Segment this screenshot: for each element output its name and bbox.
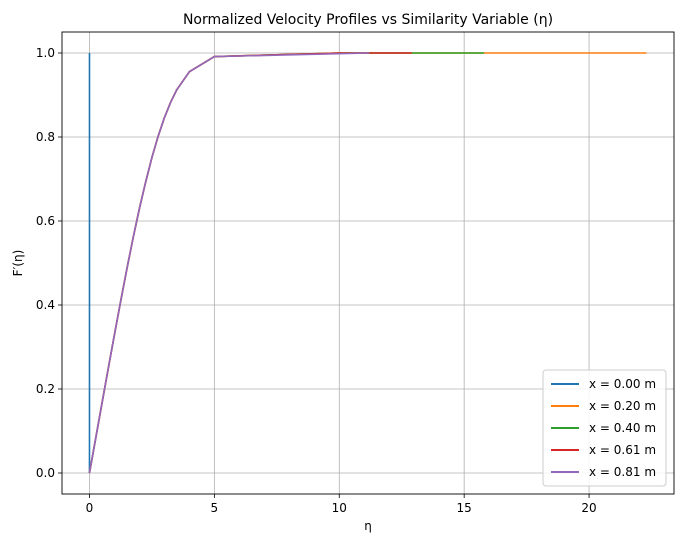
axis-ticks: 0 5 10 15 20 0.0 0.2 0.4 0.6 0.8 1.0 <box>36 46 597 515</box>
x-tick-label: 10 <box>332 501 347 515</box>
legend: x = 0.00 m x = 0.20 m x = 0.40 m x = 0.61 m… <box>542 369 667 487</box>
series-line-4 <box>88 52 370 474</box>
y-axis-label: F′(η) <box>11 250 25 277</box>
chart-title: Normalized Velocity Profiles vs Similari… <box>183 12 553 28</box>
y-tick-label: 0.0 <box>36 466 55 480</box>
y-tick-label: 0.6 <box>36 214 55 228</box>
legend-label: x = 0.20 m <box>589 399 656 413</box>
x-tick-label: 0 <box>86 501 94 515</box>
plot-frame <box>61 31 675 495</box>
y-tick-label: 0.4 <box>36 298 55 312</box>
y-tick-label: 1.0 <box>36 46 55 60</box>
y-tick-label: 0.2 <box>36 382 55 396</box>
y-tick-label: 0.8 <box>36 130 55 144</box>
legend-label: x = 0.40 m <box>589 421 656 435</box>
legend-label: x = 0.61 m <box>589 443 656 457</box>
legend-box <box>542 369 667 487</box>
legend-label: x = 0.81 m <box>589 465 656 479</box>
x-tick-label: 5 <box>211 501 219 515</box>
x-tick-label: 20 <box>581 501 596 515</box>
plot-series <box>88 52 647 474</box>
legend-label: x = 0.00 m <box>589 377 656 391</box>
x-tick-label: 15 <box>457 501 472 515</box>
x-axis-label: η <box>364 519 372 533</box>
